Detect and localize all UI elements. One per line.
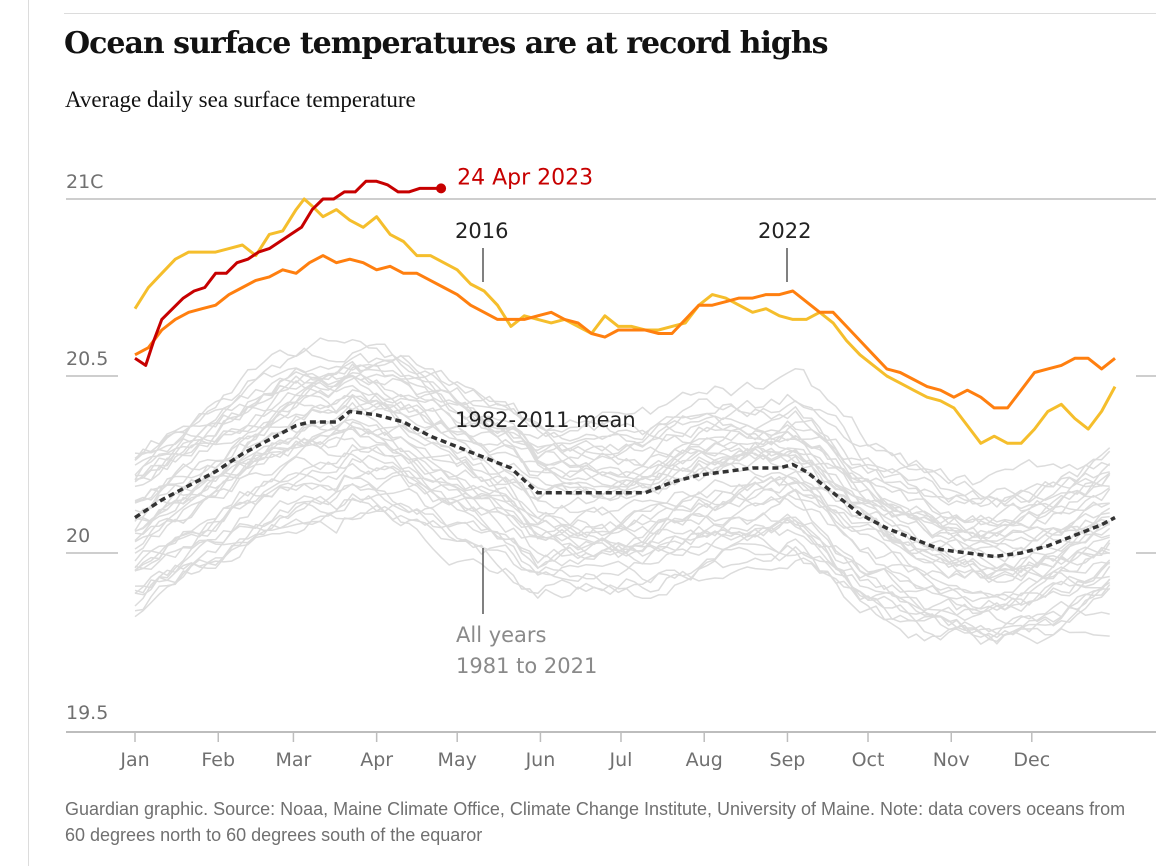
all-years-line [134,354,1111,486]
page-left-border [28,0,29,866]
label-mean: 1982-2011 mean [455,408,636,432]
all-years-line [134,436,1110,580]
x-tick-label: Jun [525,749,556,771]
all-years-line [134,428,1110,583]
x-tick-label: May [438,749,477,771]
all-years-line [134,359,1111,506]
all-years-line [134,343,1110,505]
all-years-line [134,352,1111,508]
series-line-1982-2011-mean [134,409,1116,559]
all-years-line [134,443,1110,579]
all-years-line [134,372,1111,510]
all-years-line [134,510,1110,645]
all-years-line [134,483,1110,639]
all-years-line [134,487,1111,641]
chart-subtitle: Average daily sea surface temperature [65,87,416,112]
all-years-line [134,393,1111,538]
all-years-line [134,420,1111,598]
all-years-line [134,446,1111,601]
all-years-line [134,504,1110,645]
all-years-line [134,470,1111,637]
all-years-line [134,454,1110,622]
all-years-line [134,425,1111,570]
series-line-2022 [134,254,1116,410]
y-tick-label: 21C [66,171,103,193]
annotations: 24 Apr 2023 2016 2022 1982-2011 mean All… [436,165,811,678]
y-tick-label: 20.5 [66,348,108,370]
y-tick-label: 19.5 [66,702,108,724]
label-all-years-line1: All years [456,623,547,647]
all-years-line [134,495,1111,625]
source-note: Guardian graphic. Source: Noaa, Maine Cl… [65,799,1126,845]
all-years-line [134,363,1110,532]
all-years-line [134,373,1111,527]
label-2016: 2016 [455,219,508,243]
all-years-line [134,373,1110,530]
x-tick-label: Sep [770,749,806,771]
x-axis: Jan Feb Mar Apr May Jun Jul Aug Sep Oct Nov Dec [66,731,1156,771]
all-years-line [134,420,1110,564]
label-24-apr-2023: 24 Apr 2023 [457,165,593,190]
label-all-years-line2: 1981 to 2021 [456,654,597,678]
x-tick-label: Nov [933,749,970,771]
x-tick-label: Feb [201,749,235,771]
x-tick-label: Jul [609,749,633,771]
x-tick-label: Oct [852,749,885,771]
x-tick-label: Aug [686,749,723,771]
chart-title: Ocean surface temperatures are at record… [64,26,829,61]
x-tick-label: Mar [275,749,311,771]
label-2022: 2022 [758,219,811,243]
all-years-line [134,473,1111,611]
series-line-2016 [133,197,1117,445]
x-tick-label: Apr [360,749,393,771]
highlight-series [133,179,1117,559]
all-years-line [134,360,1111,541]
header-divider [64,13,1156,14]
all-years-line [134,402,1111,558]
y-axis-labels: 21C 20.5 20 19.5 [66,171,108,724]
y-tick-label: 20 [66,525,90,547]
all-years-line [134,389,1111,574]
all-years-line [134,498,1111,642]
y-gridlines [66,198,1156,554]
all-years-line [134,418,1111,584]
all-years-line [134,392,1110,526]
endpoint-marker-2023 [436,183,447,194]
x-tick-label: Dec [1013,749,1050,771]
series-line-2023 [134,179,442,367]
all-years-lines [134,337,1111,645]
x-tick-label: Jan [119,749,149,771]
